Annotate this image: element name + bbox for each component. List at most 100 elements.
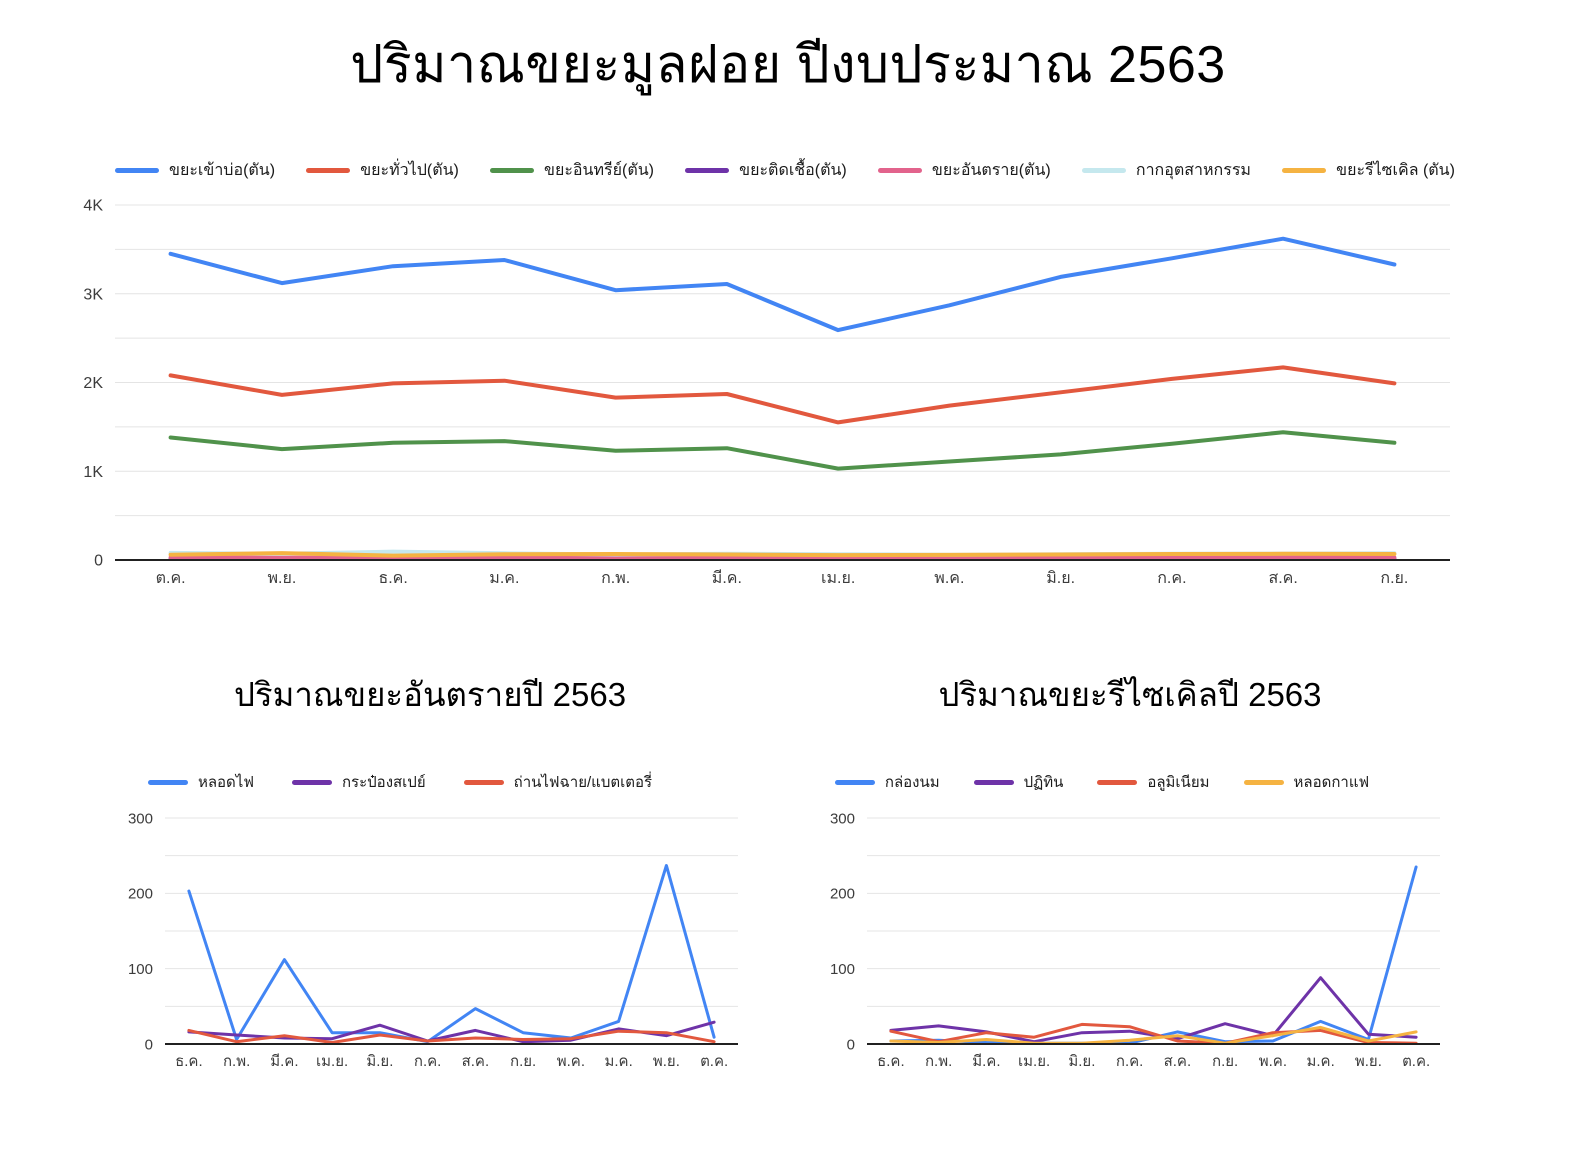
x-axis-tick-label: เม.ย.: [1018, 1053, 1050, 1070]
x-axis-tick-label: ส.ค.: [462, 1053, 490, 1070]
legend-item-hazard-1: กระป๋องสเปย์: [291, 770, 426, 794]
legend-label: กากอุตสาหกรรม: [1135, 162, 1251, 179]
hazard-chart-title: ปริมาณขยะอันตรายปี 2563: [233, 676, 627, 713]
legend-item-main-1: ขยะทั่วไป(ตัน): [306, 158, 459, 183]
hazard-chart-legend: หลอดไฟ กระป๋องสเปย์ ถ่านไฟฉาย/แบตเตอรี่: [60, 770, 740, 794]
recycle-chart: 0 100 200 300 ธ.ค. ก.พ. มี.ค. เม.ย. มิ.ย. ก.ค. ส.ค…: [830, 810, 1440, 1070]
x-axis-tick-label: ม.ค.: [489, 570, 519, 587]
legend-swatch-icon: [306, 168, 351, 173]
legend-item-main-6: ขยะรีไซเคิล (ตัน): [1282, 158, 1455, 183]
line-series-recycle-3: [889, 1025, 1418, 1045]
x-axis-tick-label: ม.ค.: [1306, 1053, 1334, 1070]
legend-item-main-2: ขยะอินทรีย์(ตัน): [490, 158, 654, 183]
y-axis-tick-label: 2K: [83, 375, 103, 392]
x-axis-tick-label: ต.ค.: [156, 570, 186, 587]
legend-swatch-icon: [973, 779, 1014, 785]
x-axis-tick-label: ต.ค.: [700, 1053, 728, 1070]
x-axis-tick-label: พ.ย.: [653, 1053, 680, 1070]
legend-label: ขยะเข้าบ่อ(ตัน): [169, 162, 276, 179]
y-axis-tick-label: 100: [830, 961, 855, 978]
line-series-hazard-0: [187, 864, 716, 1044]
hazard-chart: 0 100 200 300 ธ.ค. ก.พ. มี.ค. เม.ย. มิ.ย. ก.ค. ส.ค…: [128, 810, 738, 1070]
main-chart-legend: ขยะเข้าบ่อ(ตัน) ขยะทั่วไป(ตัน) ขยะอินทรีย์…: [115, 158, 1455, 183]
legend-label: ขยะรีไซเคิล (ตัน): [1336, 162, 1455, 179]
x-axis-tick-label: มิ.ย.: [366, 1053, 393, 1070]
x-axis-tick-label: มี.ค.: [270, 1053, 298, 1070]
x-axis-tick-label: ธ.ค.: [877, 1053, 905, 1070]
line-series-recycle-2: [889, 1022, 1418, 1045]
y-axis-tick-label: 300: [128, 810, 153, 827]
legend-swatch-icon: [490, 168, 535, 173]
y-axis-tick-label: 0: [145, 1036, 153, 1053]
y-axis-tick-label: 200: [128, 886, 153, 903]
x-axis-tick-label: มิ.ย.: [1046, 570, 1075, 587]
legend-swatch-icon: [1282, 168, 1327, 173]
x-axis-tick-label: ธ.ค.: [175, 1053, 203, 1070]
x-axis-tick-label: ก.ย.: [1212, 1053, 1238, 1070]
x-axis-tick-label: พ.ย.: [267, 570, 296, 587]
x-axis-tick-label: เม.ย.: [316, 1053, 348, 1070]
legend-item-recycle-3: หลอดกาแฟ: [1243, 770, 1370, 794]
x-axis-tick-label: พ.ค.: [934, 570, 964, 587]
legend-item-recycle-0: กล่องนม: [834, 770, 940, 794]
y-axis-tick-label: 3K: [83, 286, 103, 303]
legend-label: หลอดไฟ: [197, 774, 254, 791]
legend-label: ขยะอันตราย(ตัน): [931, 162, 1051, 179]
x-axis-tick-label: เม.ย.: [821, 570, 855, 587]
legend-label: ถ่านไฟฉาย/แบตเตอรี่: [513, 774, 653, 791]
legend-item-hazard-0: หลอดไฟ: [147, 770, 254, 794]
y-axis-tick-label: 0: [847, 1036, 855, 1053]
line-series-main-4: [168, 555, 1397, 560]
legend-item-main-3: ขยะติดเชื้อ(ตัน): [685, 158, 847, 183]
y-axis-tick-label: 1K: [83, 464, 103, 481]
legend-swatch-icon: [463, 779, 504, 785]
x-axis-tick-label: ก.ค.: [1116, 1053, 1143, 1070]
legend-swatch-icon: [291, 779, 332, 785]
legend-item-main-0: ขยะเข้าบ่อ(ตัน): [115, 158, 275, 183]
main-chart: 0 1K 2K 3K 4K ต.ค. พ.ย. ธ.ค. ม.ค. ก.พ. มี.ค. เม.ย. พ…: [83, 198, 1450, 587]
x-axis-tick-label: ม.ค.: [604, 1053, 632, 1070]
x-axis-tick-label: มิ.ย.: [1068, 1053, 1095, 1070]
line-series-hazard-2: [187, 1028, 716, 1044]
legend-swatch-icon: [115, 168, 159, 173]
legend-label: ขยะทั่วไป(ตัน): [360, 162, 459, 179]
legend-label: หลอดกาแฟ: [1293, 774, 1370, 791]
recycle-chart-legend: กล่องนม ปฏิทิน อลูมิเนียม หลอดกาแฟ: [762, 770, 1442, 794]
legend-label: กล่องนม: [884, 774, 940, 791]
x-axis-tick-label: พ.ค.: [1259, 1053, 1287, 1070]
x-axis-tick-label: ต.ค.: [1402, 1053, 1430, 1070]
legend-item-main-4: ขยะอันตราย(ตัน): [877, 158, 1051, 183]
legend-item-recycle-2: อลูมิเนียม: [1097, 770, 1210, 794]
x-axis-tick-label: ส.ค.: [1268, 570, 1297, 587]
recycle-chart-title: ปริมาณขยะรีไซเคิลปี 2563: [938, 676, 1322, 713]
x-axis-tick-label: ก.ค.: [1157, 570, 1186, 587]
x-axis-tick-label: ก.ค.: [414, 1053, 441, 1070]
legend-swatch-icon: [1097, 779, 1138, 785]
y-axis-tick-label: 200: [830, 886, 855, 903]
legend-item-main-5: กากอุตสาหกรรม: [1081, 158, 1251, 183]
x-axis-tick-label: ก.พ.: [601, 570, 630, 587]
legend-label: ขยะติดเชื้อ(ตัน): [739, 162, 847, 179]
line-series-main-0: [168, 236, 1397, 333]
line-series-main-1: [168, 365, 1397, 425]
line-series-main-6: [168, 551, 1397, 558]
x-axis-tick-label: พ.ย.: [1355, 1053, 1382, 1070]
line-series-main-2: [168, 430, 1397, 471]
legend-swatch-icon: [1081, 168, 1126, 173]
legend-swatch-icon: [877, 168, 922, 173]
legend-item-hazard-2: ถ่านไฟฉาย/แบตเตอรี่: [463, 770, 653, 794]
x-axis-tick-label: มี.ค.: [972, 1053, 1000, 1070]
legend-label: ปฏิทิน: [1023, 774, 1064, 791]
x-axis-tick-label: พ.ค.: [557, 1053, 585, 1070]
legend-label: อลูมิเนียม: [1147, 774, 1210, 791]
y-axis-tick-label: 4K: [83, 198, 103, 215]
legend-label: กระป๋องสเปย์: [341, 774, 426, 791]
x-axis-tick-label: ธ.ค.: [378, 570, 407, 587]
legend-label: ขยะอินทรีย์(ตัน): [544, 162, 654, 179]
x-axis-tick-label: ก.ย.: [1380, 570, 1408, 587]
legend-item-recycle-1: ปฏิทิน: [973, 770, 1064, 794]
legend-swatch-icon: [834, 779, 875, 785]
x-axis-tick-label: ส.ค.: [1164, 1053, 1192, 1070]
y-axis-tick-label: 300: [830, 810, 855, 827]
x-axis-tick-label: ก.พ.: [223, 1053, 250, 1070]
